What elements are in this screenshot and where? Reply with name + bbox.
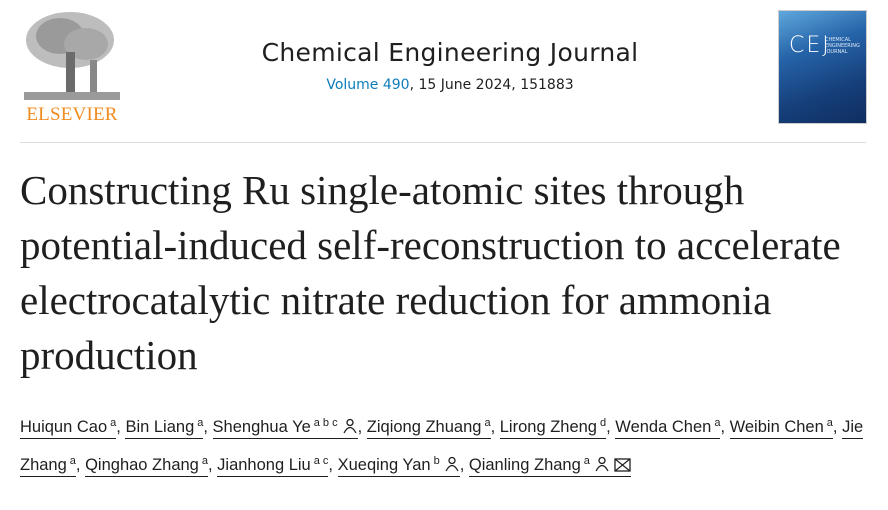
journal-issue-info: Volume 490, 15 June 2024, 151883 bbox=[200, 77, 700, 93]
affiliation-marker: a bbox=[826, 417, 833, 429]
article-title: Constructing Ru single-atomic sites thro… bbox=[20, 167, 841, 378]
author-list: Huiqun Cao a, Bin Liang a, Shenghua Ye a b … bbox=[20, 408, 870, 483]
author-name: Xueqing Yan bbox=[337, 455, 431, 474]
separator: , bbox=[357, 418, 367, 436]
separator: , bbox=[459, 455, 469, 474]
author-name: Shenghua Ye bbox=[212, 418, 311, 436]
separator: , bbox=[606, 418, 616, 436]
elsevier-logo[interactable] bbox=[20, 8, 124, 126]
author-name: Bin Liang bbox=[125, 418, 195, 436]
cover-subtitle: CHEMICAL ENGINEERING JOURNAL bbox=[825, 37, 860, 55]
separator: , bbox=[832, 418, 843, 436]
author-link[interactable]: Jie Zhang a bbox=[20, 418, 864, 477]
author-link[interactable]: Wenda Chen a bbox=[615, 417, 721, 439]
separator: , bbox=[207, 455, 218, 474]
author-name: Jie Zhang bbox=[20, 418, 864, 474]
separator: , bbox=[203, 418, 213, 436]
author-name: Qianling Zhang bbox=[468, 455, 581, 474]
author-name: Ziqiong Zhuang bbox=[366, 418, 482, 436]
envelope-icon bbox=[614, 452, 631, 484]
person-icon bbox=[594, 452, 610, 484]
issue-date-article-number: , 15 June 2024, 151883 bbox=[409, 77, 574, 93]
author-name: Wenda Chen bbox=[615, 418, 712, 436]
author-link[interactable]: Qianling Zhang a bbox=[468, 454, 631, 477]
elsevier-wordmark: ELSEVIER bbox=[26, 104, 118, 125]
separator: , bbox=[328, 455, 338, 474]
author-link[interactable]: Xueqing Yan b bbox=[337, 454, 460, 477]
author-link[interactable]: Jianhong Liu a c bbox=[217, 454, 329, 477]
author-name: Huiqun Cao bbox=[20, 418, 108, 436]
separator: , bbox=[490, 418, 500, 436]
person-icon bbox=[444, 452, 460, 484]
author-link[interactable]: Lirong Zheng d bbox=[499, 417, 607, 439]
volume-link[interactable]: Volume 490 bbox=[326, 77, 410, 93]
affiliation-marker: a bbox=[197, 417, 204, 429]
affiliation-marker: a bbox=[484, 417, 491, 429]
affiliation-marker: a b c bbox=[313, 417, 338, 429]
separator: , bbox=[116, 418, 126, 436]
author-name: Lirong Zheng bbox=[499, 418, 597, 436]
header-divider bbox=[20, 142, 866, 143]
affiliation-marker: a c bbox=[313, 454, 329, 467]
author-link[interactable]: Huiqun Cao a bbox=[20, 417, 117, 439]
author-link[interactable]: Qinghao Zhang a bbox=[85, 454, 208, 477]
author-link[interactable]: Ziqiong Zhuang a bbox=[366, 417, 491, 439]
journal-title[interactable]: Chemical Engineering Journal bbox=[261, 38, 639, 67]
author-link[interactable]: Bin Liang a bbox=[125, 417, 204, 439]
author-link[interactable]: Weibin Chen a bbox=[729, 417, 833, 439]
journal-cover-image[interactable]: CEJ CHEMICAL ENGINEERING JOURNAL bbox=[778, 10, 867, 124]
author-name: Qinghao Zhang bbox=[85, 455, 199, 474]
affiliation-marker: b bbox=[433, 454, 440, 467]
cover-abbrev: CEJ bbox=[789, 33, 831, 58]
affiliation-marker: a bbox=[583, 454, 590, 467]
affiliation-marker: a bbox=[714, 417, 721, 429]
separator: , bbox=[75, 455, 86, 474]
separator: , bbox=[720, 418, 730, 436]
elsevier-tree-icon bbox=[24, 12, 120, 100]
affiliation-marker: a bbox=[69, 454, 76, 467]
affiliation-marker: d bbox=[600, 417, 607, 429]
journal-header: Chemical Engineering Journal Volume 490,… bbox=[200, 38, 700, 93]
person-icon bbox=[342, 414, 358, 446]
author-name: Jianhong Liu bbox=[217, 455, 311, 474]
affiliation-marker: a bbox=[110, 417, 117, 429]
author-link[interactable]: Shenghua Ye a b c bbox=[212, 417, 358, 439]
affiliation-marker: a bbox=[201, 454, 208, 467]
author-name: Weibin Chen bbox=[729, 418, 824, 436]
